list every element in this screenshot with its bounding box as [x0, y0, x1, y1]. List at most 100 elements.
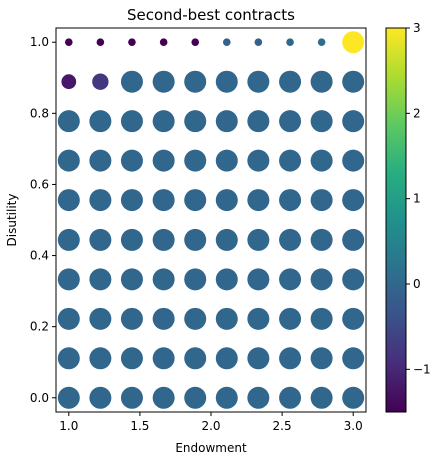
scatter-point: [342, 386, 365, 409]
scatter-point: [57, 307, 80, 330]
scatter-point: [279, 268, 302, 291]
scatter-point: [215, 189, 238, 212]
scatter-point: [247, 149, 270, 172]
scatter-point: [57, 386, 80, 409]
scatter-point: [310, 70, 333, 93]
scatter-point: [215, 307, 238, 330]
y-tick-label: 0.4: [30, 249, 49, 263]
scatter-point: [310, 347, 333, 370]
scatter-point: [128, 38, 136, 47]
scatter-point: [152, 228, 175, 251]
scatter-point: [254, 38, 263, 47]
scatter-point: [215, 386, 238, 409]
scatter-point: [152, 268, 175, 291]
y-tick-label: 0.2: [30, 320, 49, 334]
scatter-point: [57, 228, 80, 251]
scatter-point: [184, 189, 207, 212]
scatter-point: [64, 38, 73, 47]
scatter-point: [310, 110, 333, 133]
scatter-point: [247, 189, 270, 212]
scatter-point: [247, 228, 270, 251]
scatter-point: [152, 386, 175, 409]
scatter-point: [247, 110, 270, 133]
y-tick-label: 1.0: [30, 35, 49, 49]
scatter-point: [215, 149, 238, 172]
scatter-point: [184, 110, 207, 133]
scatter-point: [310, 189, 333, 212]
scatter-point: [152, 110, 175, 133]
scatter-point: [57, 149, 80, 172]
scatter-point: [286, 38, 294, 47]
scatter-point: [342, 189, 365, 212]
scatter-point: [184, 386, 207, 409]
scatter-point: [279, 149, 302, 172]
scatter-point: [215, 228, 238, 251]
scatter-point: [279, 386, 302, 409]
scatter-point: [120, 307, 143, 330]
scatter-point: [215, 268, 238, 291]
scatter-point: [184, 228, 207, 251]
scatter-point: [89, 149, 112, 172]
y-tick-label: 0.8: [30, 106, 49, 120]
x-tick-label: 1.5: [130, 419, 149, 433]
scatter-point: [152, 347, 175, 370]
scatter-point: [92, 73, 109, 90]
scatter-point: [89, 347, 112, 370]
scatter-point: [247, 70, 270, 93]
scatter-point: [57, 189, 80, 212]
scatter-point: [184, 149, 207, 172]
scatter-point: [310, 149, 333, 172]
scatter-point: [342, 307, 365, 330]
points-layer: [57, 31, 365, 409]
scatter-point: [310, 386, 333, 409]
scatter-point: [247, 386, 270, 409]
scatter-point: [152, 307, 175, 330]
scatter-point: [152, 189, 175, 212]
scatter-point: [342, 268, 365, 291]
scatter-point: [120, 70, 143, 93]
scatter-point: [342, 149, 365, 172]
scatter-point: [247, 347, 270, 370]
scatter-point: [310, 268, 333, 291]
x-tick-label: 2.5: [273, 419, 292, 433]
scatter-point: [89, 386, 112, 409]
scatter-point: [215, 347, 238, 370]
scatter-point: [342, 110, 365, 133]
x-axis: 1.0 1.5 2.0 2.5 3.0: [59, 412, 363, 433]
scatter-point: [184, 307, 207, 330]
scatter-point: [317, 38, 326, 47]
colorbar-tick-label: 2: [413, 106, 421, 120]
scatter-point: [89, 268, 112, 291]
scatter-point: [96, 38, 105, 47]
scatter-point: [57, 268, 80, 291]
scatter-point: [342, 228, 365, 251]
scatter-point: [279, 110, 302, 133]
colorbar-tick-label: 0: [413, 277, 421, 291]
scatter-point: [279, 70, 302, 93]
scatter-point: [57, 347, 80, 370]
x-tick-label: 2.0: [201, 419, 220, 433]
y-axis: 0.0 0.2 0.4 0.6 0.8 1.0: [30, 35, 56, 405]
x-tick-label: 1.0: [59, 419, 78, 433]
scatter-point: [61, 74, 77, 90]
scatter-point: [279, 307, 302, 330]
scatter-point: [222, 38, 231, 47]
colorbar-tick-label: 1: [413, 192, 421, 206]
scatter-point: [152, 149, 175, 172]
y-tick-label: 0.0: [30, 391, 49, 405]
scatter-point: [57, 110, 80, 133]
colorbar-tick-label: −1: [413, 362, 431, 376]
scatter-point: [120, 189, 143, 212]
scatter-point: [89, 228, 112, 251]
scatter-point: [310, 307, 333, 330]
scatter-point: [310, 228, 333, 251]
scatter-point: [120, 149, 143, 172]
scatter-point: [159, 38, 168, 47]
y-axis-label: Disutility: [5, 194, 19, 247]
scatter-point: [120, 386, 143, 409]
scatter-point: [120, 110, 143, 133]
scatter-point: [279, 228, 302, 251]
colorbar-axis: −1 0 1 2 3: [406, 21, 431, 376]
scatter-point: [89, 189, 112, 212]
